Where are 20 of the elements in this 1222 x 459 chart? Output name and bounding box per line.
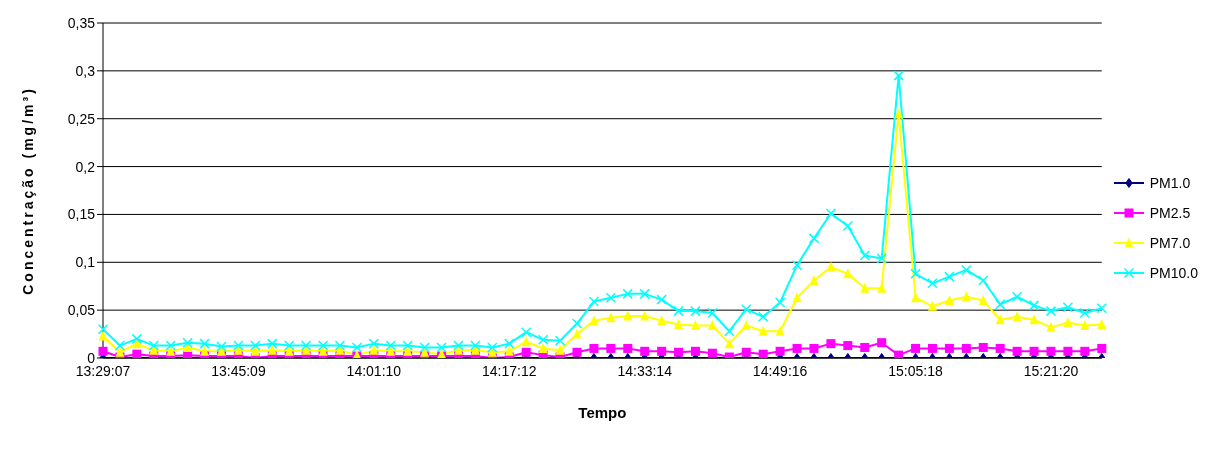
y-tick-label: 0,2 bbox=[75, 158, 96, 175]
y-tick-label: 0,05 bbox=[67, 302, 96, 319]
legend-label: PM1.0 bbox=[1149, 175, 1191, 191]
x-tick-label: 14:17:12 bbox=[482, 362, 537, 379]
y-tick-label: 0,3 bbox=[75, 62, 96, 79]
x-tick-label: 13:45:09 bbox=[211, 362, 266, 379]
legend-label: PM10.0 bbox=[1149, 265, 1198, 281]
x-tick-label: 14:49:16 bbox=[752, 362, 808, 379]
y-tick-label: 0,35 bbox=[67, 14, 96, 31]
y-tick-label: 0,1 bbox=[75, 254, 96, 271]
y-tick-label: 0,25 bbox=[67, 110, 96, 127]
legend-label: PM2.5 bbox=[1149, 205, 1191, 221]
x-tick-label: 14:01:10 bbox=[346, 362, 402, 379]
x-tick-label: 15:05:18 bbox=[888, 362, 943, 379]
x-tick-label: 14:33:14 bbox=[617, 362, 673, 379]
x-tick-label: 15:21:20 bbox=[1023, 362, 1079, 379]
y-tick-label: 0,15 bbox=[67, 206, 96, 223]
y-axis-title: Concentração (mg/m³) bbox=[19, 86, 36, 295]
legend-label: PM7.0 bbox=[1149, 235, 1191, 251]
x-axis-title: Tempo bbox=[578, 404, 627, 421]
